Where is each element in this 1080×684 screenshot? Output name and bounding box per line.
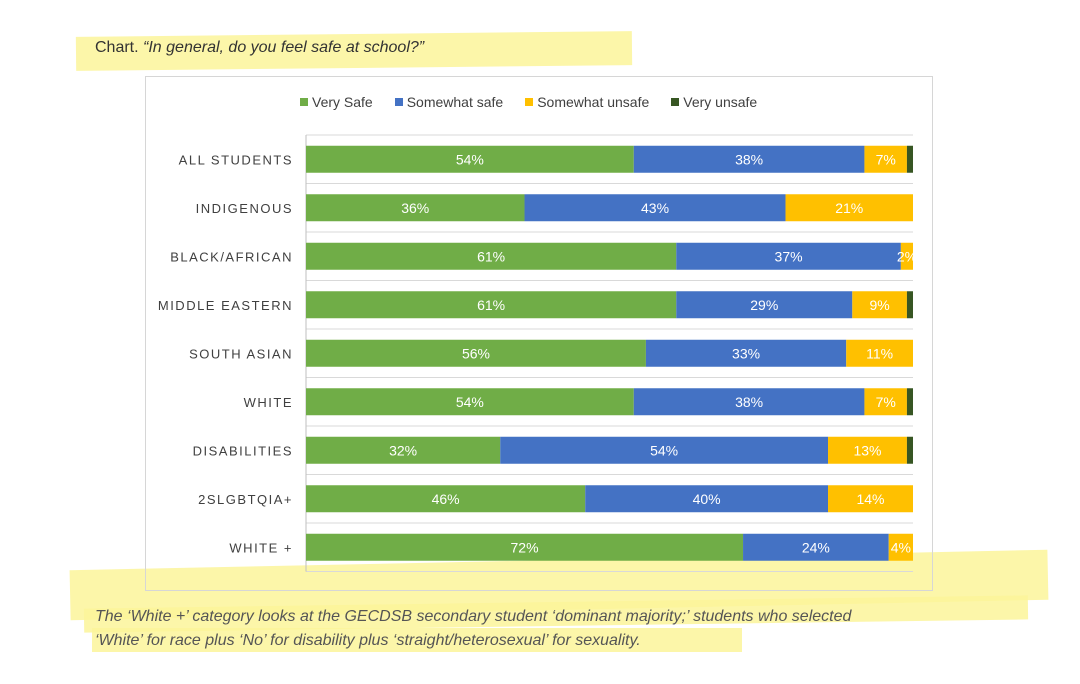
data-label: 24%	[802, 539, 830, 555]
data-label: 54%	[456, 151, 484, 167]
bar-segment	[676, 242, 901, 270]
data-label: 21%	[835, 200, 863, 216]
bar-segment	[306, 436, 501, 464]
footnote-line: The ‘White +’ category looks at the GECD…	[95, 608, 852, 625]
data-label: 29%	[750, 297, 778, 313]
bar-segment	[864, 145, 907, 173]
bar-segment	[306, 485, 586, 513]
data-label: 61%	[477, 248, 505, 264]
bar-segment	[900, 242, 913, 270]
footnote: The ‘White +’ category looks at the GECD…	[95, 605, 995, 653]
data-label: 72%	[511, 539, 539, 555]
data-label: 14%	[856, 491, 884, 507]
data-label: 2%	[897, 248, 917, 264]
data-label: 4%	[891, 539, 911, 555]
data-label: 40%	[693, 491, 721, 507]
data-label: 46%	[432, 491, 460, 507]
legend-item-very-safe: Very Safe	[300, 94, 373, 110]
bar-segment	[828, 485, 913, 513]
chart-heading: Chart. “In general, do you feel safe at …	[95, 39, 424, 57]
bar-segment	[306, 388, 634, 416]
bar-segment	[306, 194, 525, 222]
legend-swatch	[300, 98, 308, 106]
chart-heading-question: “In general, do you feel safe at school?…	[143, 39, 425, 56]
bar-segment	[306, 291, 677, 319]
category-label: 2SLGBTQIA+	[198, 492, 293, 507]
legend-label: Somewhat safe	[406, 94, 504, 110]
legend-swatch	[671, 98, 680, 106]
data-label: 9%	[869, 297, 889, 313]
footnote-highlight	[92, 628, 742, 652]
legend-swatch	[525, 98, 534, 106]
category-label: MIDDLE EASTERN	[158, 298, 293, 313]
bar-segment	[906, 145, 913, 173]
bar-segment	[306, 242, 677, 270]
bar-segment	[864, 388, 907, 416]
chart-legend: Very Safe Somewhat safe Somewhat unsafe …	[300, 94, 757, 110]
bar-segment	[828, 436, 907, 464]
data-label: 54%	[456, 394, 484, 410]
legend-label: Somewhat unsafe	[537, 94, 650, 110]
bar-segment	[633, 145, 865, 173]
data-label: 33%	[732, 345, 760, 361]
data-label: 37%	[775, 248, 803, 264]
bar-segment	[888, 533, 913, 561]
data-label: 38%	[735, 151, 763, 167]
data-label: 61%	[477, 297, 505, 313]
legend-swatch	[394, 98, 403, 106]
bar-segment	[906, 436, 913, 464]
bar-segment	[743, 533, 889, 561]
bar-segment	[846, 339, 913, 367]
bar-segment	[306, 145, 634, 173]
bar-segment	[645, 339, 847, 367]
footnote-line: ‘White’ for race plus ‘No’ for disabilit…	[95, 632, 641, 649]
category-label: DISABILITIES	[193, 443, 293, 458]
chart-frame	[145, 76, 933, 591]
legend-item-somewhat-unsafe: Somewhat unsafe	[525, 94, 649, 110]
legend-item-somewhat-safe: Somewhat safe	[394, 94, 504, 110]
data-label: 7%	[876, 394, 896, 410]
legend-item-very-unsafe: Very unsafe	[671, 94, 757, 110]
category-label: WHITE +	[229, 540, 293, 555]
bar-segment	[524, 194, 786, 222]
data-label: 7%	[876, 151, 896, 167]
category-label: INDIGENOUS	[196, 201, 293, 216]
data-label: 36%	[401, 200, 429, 216]
data-label: 11%	[866, 345, 893, 361]
legend-label: Very unsafe	[683, 94, 758, 110]
category-label: WHITE	[244, 395, 293, 410]
bar-segment	[852, 291, 907, 319]
data-label: 13%	[853, 442, 881, 458]
category-label: BLACK/AFRICAN	[170, 249, 293, 264]
bar-segment	[906, 291, 913, 319]
data-label: 32%	[389, 442, 417, 458]
data-label: 43%	[641, 200, 669, 216]
bar-segment	[633, 388, 865, 416]
bar-segment	[306, 339, 646, 367]
legend-label: Very Safe	[312, 94, 373, 110]
data-label: 54%	[650, 442, 678, 458]
bar-segment	[785, 194, 913, 222]
bar-segment	[906, 388, 913, 416]
bar-segment	[500, 436, 829, 464]
bar-segment	[676, 291, 853, 319]
data-label: 56%	[462, 345, 490, 361]
category-label: ALL STUDENTS	[179, 152, 293, 167]
chart-heading-prefix: Chart.	[95, 39, 139, 56]
category-label: SOUTH ASIAN	[189, 346, 293, 361]
bar-segment	[306, 533, 744, 561]
bar-segment	[585, 485, 829, 513]
data-label: 38%	[735, 394, 763, 410]
